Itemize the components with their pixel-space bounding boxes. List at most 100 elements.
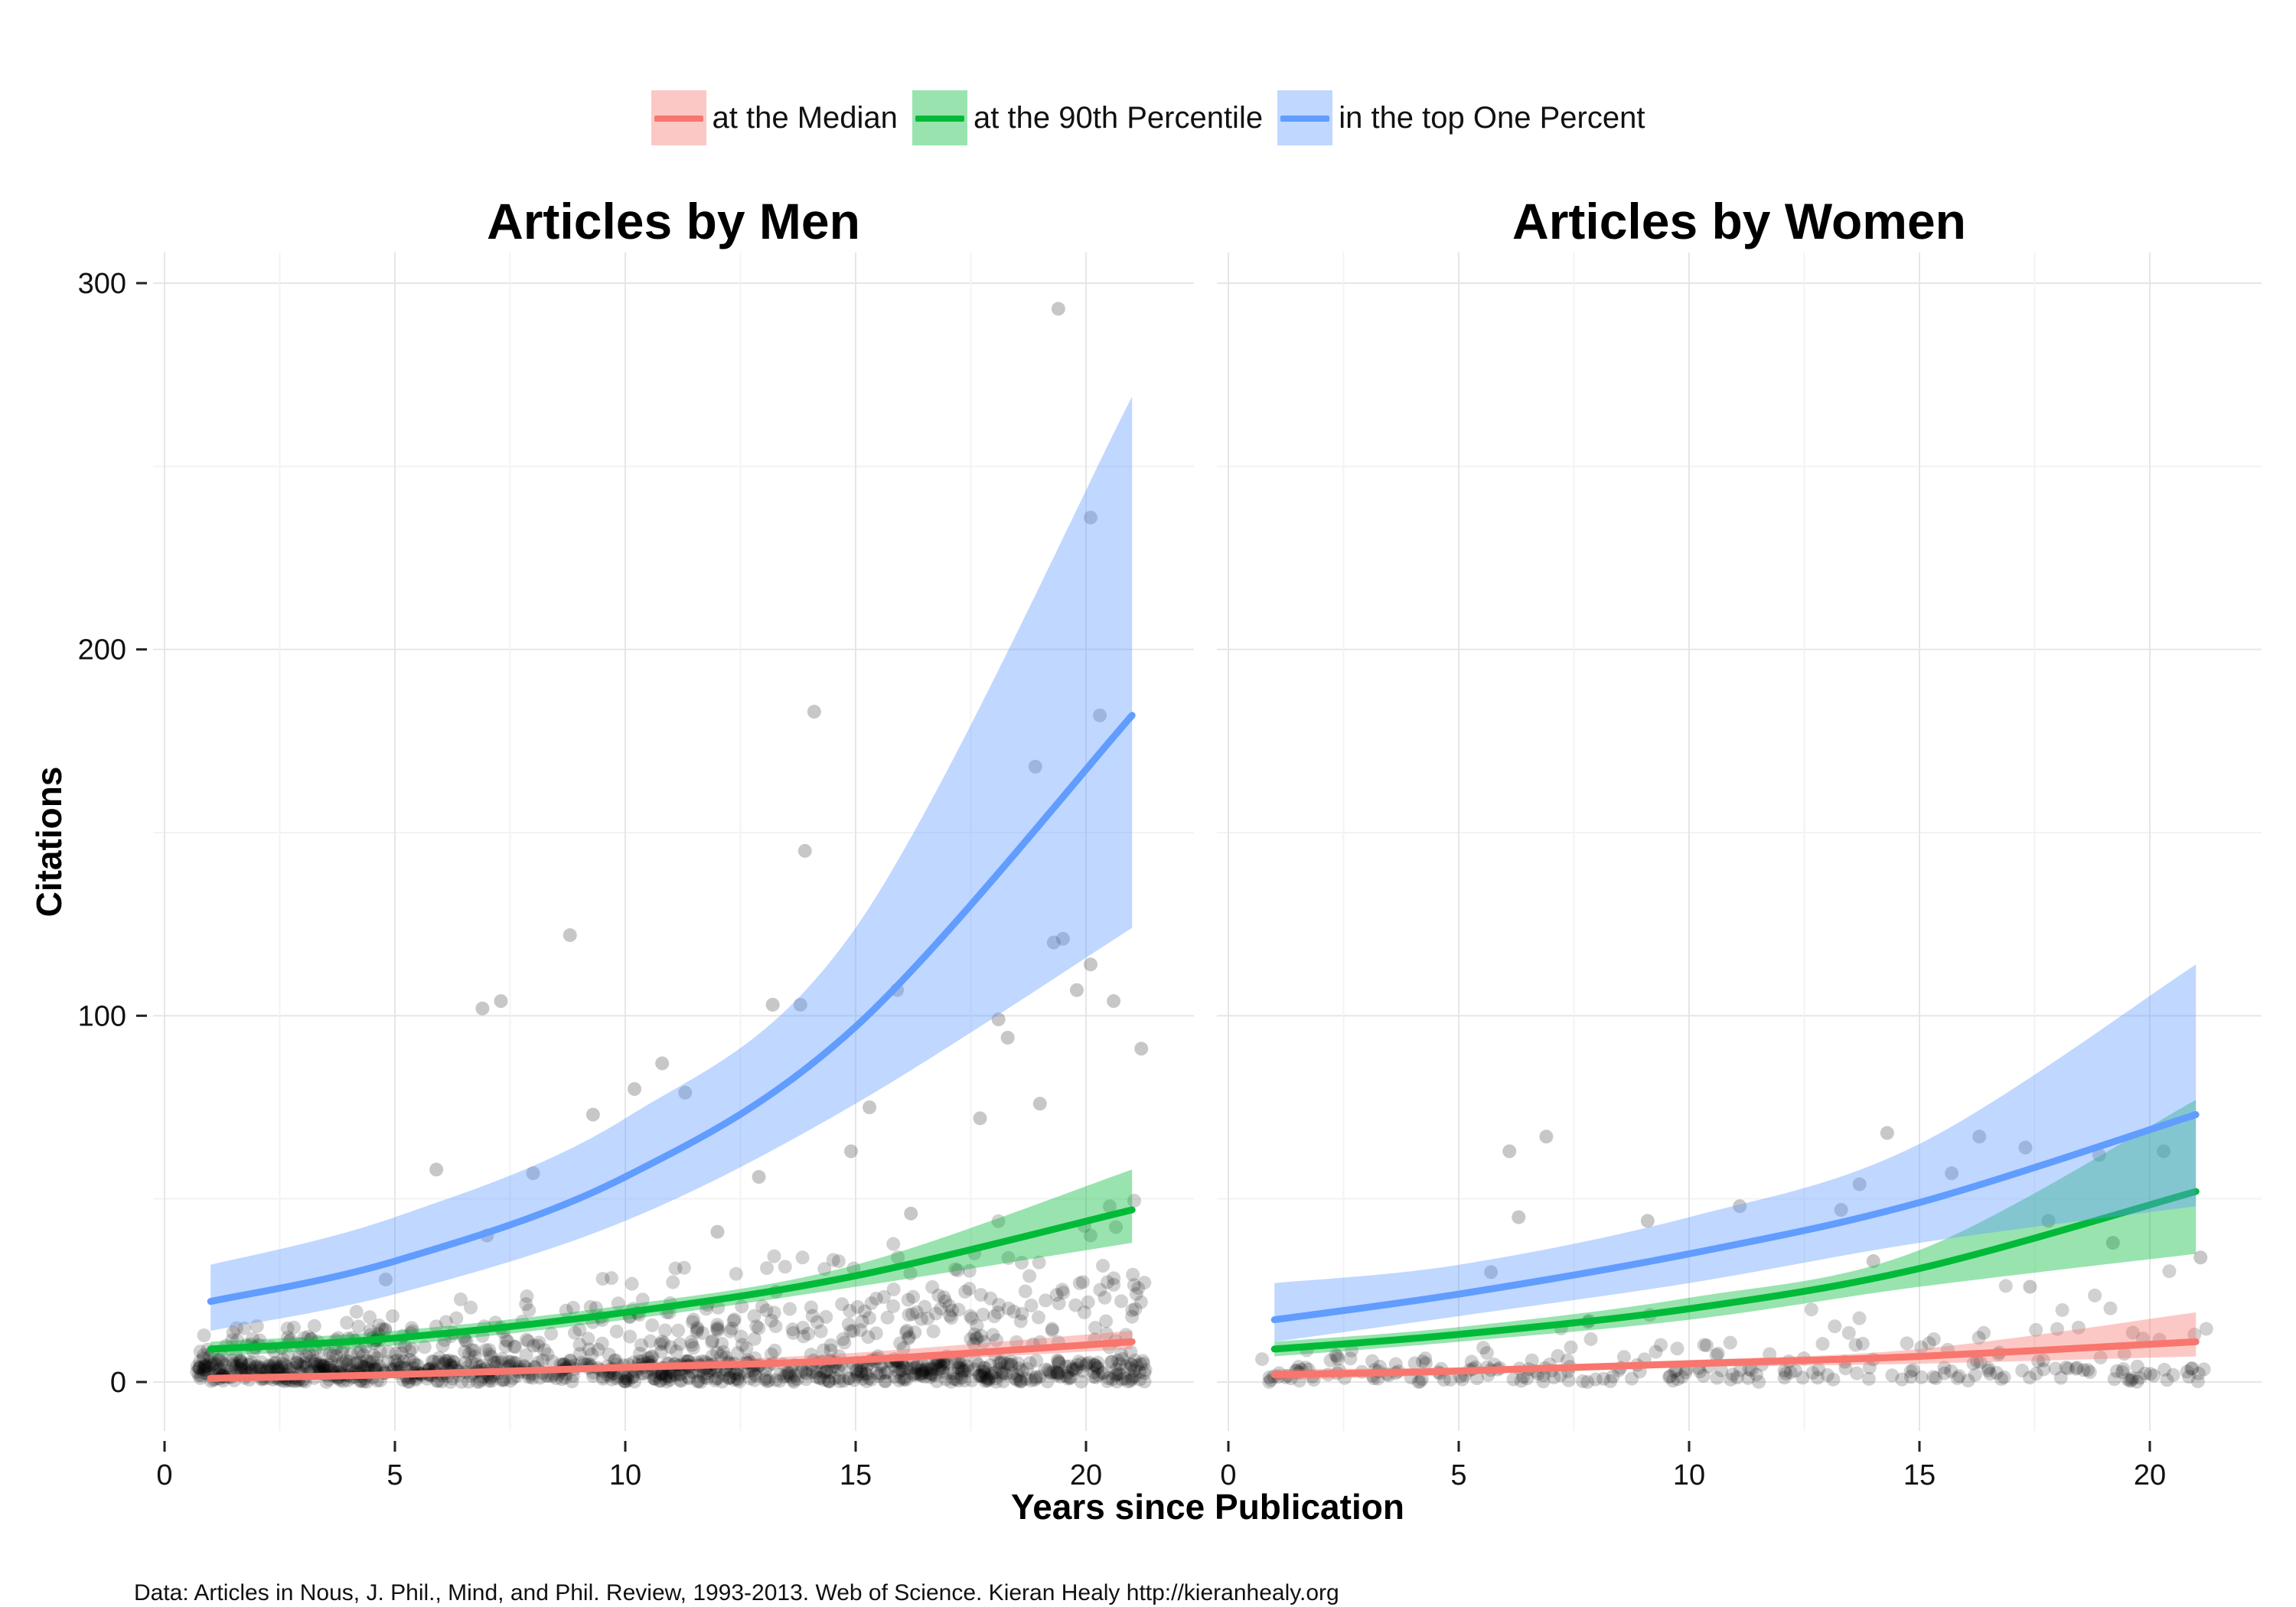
scatter-point — [677, 1260, 691, 1275]
scatter-point — [388, 1354, 403, 1368]
scatter-point — [938, 1294, 953, 1309]
scatter-point — [336, 1354, 351, 1369]
scatter-point-outlier — [2018, 1140, 2033, 1155]
scatter-point — [298, 1349, 313, 1364]
scatter-point — [405, 1321, 419, 1335]
scatter-point — [1009, 1335, 1024, 1349]
scatter-point — [986, 1328, 1000, 1342]
scatter-point — [748, 1367, 762, 1382]
scatter-point — [536, 1353, 550, 1367]
scatter-point — [1124, 1357, 1138, 1371]
scatter-point — [696, 1367, 711, 1382]
scatter-point — [360, 1361, 375, 1375]
x-tick-label: 20 — [1070, 1459, 1102, 1491]
scatter-point — [1056, 1286, 1071, 1300]
scatter-point — [648, 1372, 663, 1387]
scatter-point — [993, 1356, 1008, 1371]
scatter-point-outlier — [1032, 1097, 1047, 1111]
scatter-point — [1976, 1325, 1991, 1340]
scatter-point — [893, 1336, 908, 1351]
scatter-point — [2109, 1364, 2124, 1378]
scatter-point — [946, 1366, 960, 1380]
scatter-point — [667, 1367, 682, 1381]
scatter-point — [843, 1324, 858, 1338]
scatter-point — [1068, 1298, 1083, 1312]
scatter-point — [1536, 1374, 1551, 1389]
scatter-point — [999, 1367, 1013, 1381]
scatter-point — [555, 1372, 569, 1387]
scatter-point — [252, 1361, 266, 1375]
scatter-point — [1124, 1345, 1138, 1359]
scatter-point — [645, 1318, 660, 1332]
scatter-point — [611, 1296, 625, 1311]
scatter-point — [919, 1365, 934, 1380]
scatter-point — [747, 1373, 762, 1387]
scatter-point — [233, 1354, 248, 1368]
scatter-point — [985, 1369, 1000, 1384]
scatter-point — [605, 1372, 619, 1387]
scatter-point — [1124, 1358, 1139, 1372]
scatter-point — [710, 1318, 725, 1332]
scatter-point — [856, 1371, 870, 1386]
scatter-point — [850, 1367, 865, 1382]
scatter-point — [841, 1317, 856, 1332]
scatter-point — [334, 1358, 349, 1372]
scatter-point — [468, 1349, 482, 1364]
scatter-point — [1018, 1284, 1032, 1299]
scatter-point — [853, 1323, 868, 1338]
scatter-point — [1068, 1363, 1082, 1377]
scatter-point — [975, 1369, 990, 1384]
scatter-point — [482, 1347, 497, 1361]
scatter-point — [520, 1334, 535, 1348]
scatter-point — [1950, 1371, 1965, 1385]
scatter-point — [2143, 1367, 2157, 1381]
scatter-point — [672, 1367, 687, 1381]
scatter-point — [1255, 1352, 1270, 1367]
scatter-point — [1365, 1354, 1380, 1368]
scatter-point — [254, 1362, 269, 1377]
scatter-point — [1561, 1373, 1576, 1387]
scatter-point — [1126, 1267, 1140, 1282]
scatter-point — [2071, 1320, 2086, 1335]
scatter-point — [1117, 1371, 1132, 1386]
scatter-point — [716, 1345, 731, 1359]
scatter-point — [1039, 1293, 1053, 1308]
scatter-point — [1133, 1364, 1147, 1379]
scatter-point — [1997, 1370, 2011, 1384]
scatter-point — [378, 1322, 393, 1336]
scatter-point — [488, 1355, 503, 1370]
scatter-point — [669, 1344, 683, 1358]
scatter-point — [625, 1370, 640, 1384]
scatter-point — [722, 1371, 737, 1385]
scatter-point — [2199, 1322, 2213, 1336]
scatter-point — [1003, 1358, 1018, 1372]
scatter-point — [435, 1374, 449, 1389]
scatter-point — [2116, 1362, 2131, 1377]
scatter-point-outlier — [1055, 931, 1070, 946]
scatter-point-outlier — [1866, 1254, 1880, 1269]
scatter-point — [572, 1322, 587, 1337]
legend-item-median: at the Median — [651, 90, 898, 145]
scatter-point — [747, 1332, 762, 1346]
scatter-point-outlier — [475, 1001, 490, 1015]
scatter-point — [1090, 1360, 1104, 1374]
scatter-point — [926, 1324, 941, 1338]
scatter-point — [914, 1367, 928, 1382]
scatter-point — [540, 1347, 555, 1361]
scatter-point — [242, 1358, 256, 1372]
x-tick-label: 5 — [386, 1459, 403, 1491]
scatter-point — [270, 1360, 285, 1374]
scatter-point — [366, 1354, 380, 1369]
scatter-point — [280, 1322, 295, 1336]
scatter-point — [846, 1324, 860, 1338]
scatter-point-outlier — [765, 997, 780, 1012]
scatter-point — [1065, 1363, 1080, 1377]
scatter-point — [992, 1361, 1006, 1376]
scatter-point-outlier — [1093, 708, 1107, 722]
scatter-point — [1926, 1332, 1941, 1347]
scatter-point — [233, 1354, 248, 1368]
scatter-point — [962, 1263, 977, 1278]
scatter-point — [927, 1362, 941, 1377]
scatter-point — [482, 1343, 497, 1358]
scatter-point — [1096, 1365, 1110, 1380]
